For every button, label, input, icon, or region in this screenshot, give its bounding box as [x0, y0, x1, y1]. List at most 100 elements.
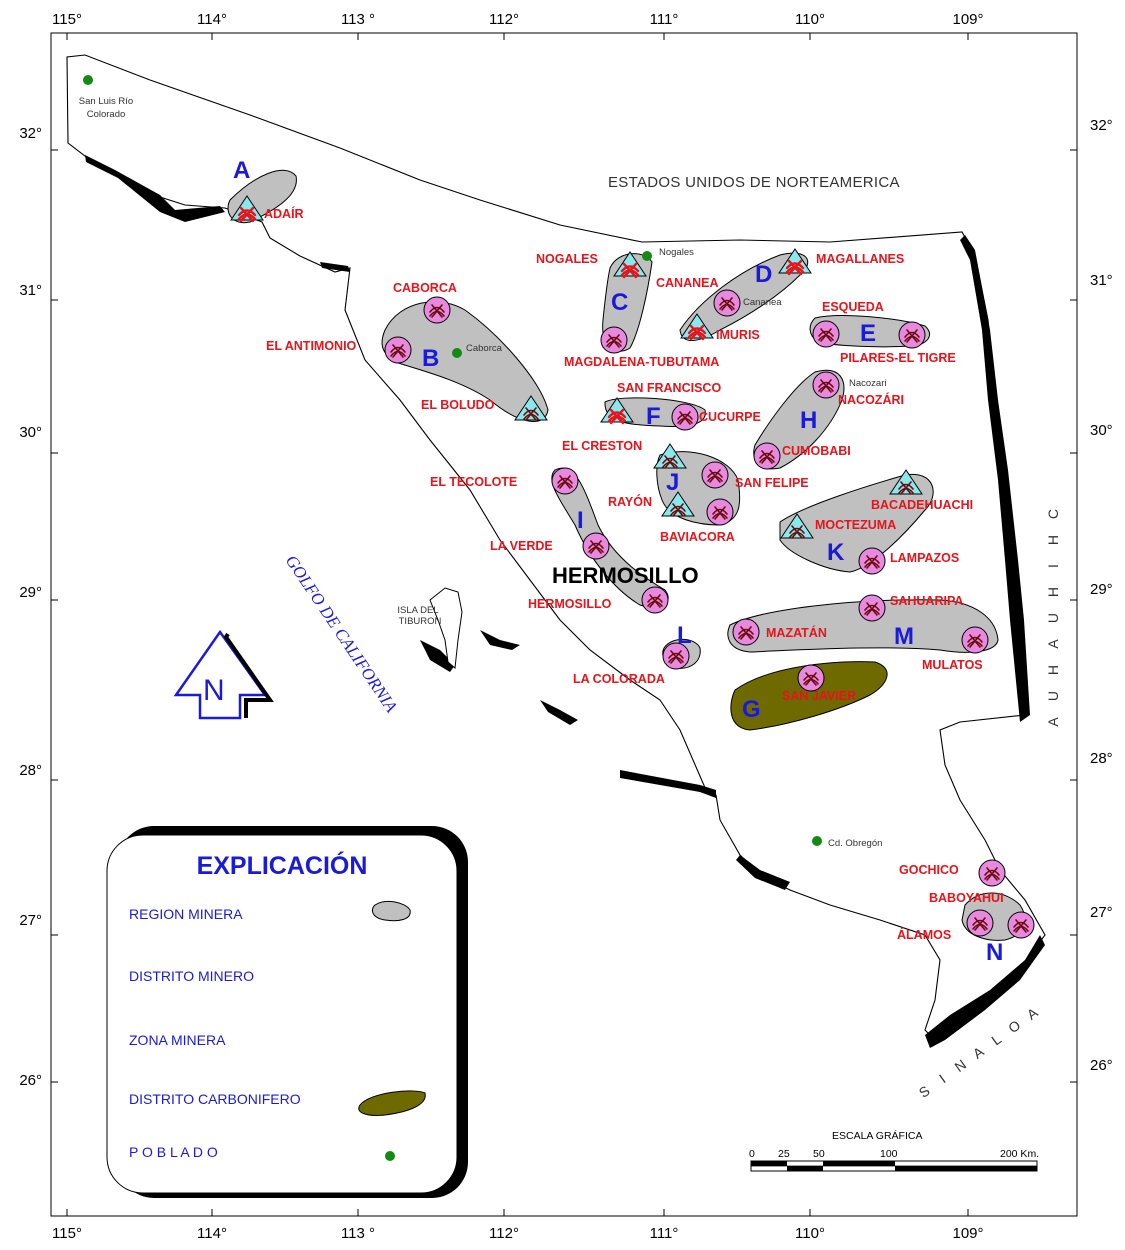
- district-label: SAHUARIPA: [890, 594, 963, 608]
- state-letter: O: [1005, 1016, 1025, 1037]
- mining-district-icon: [813, 372, 839, 398]
- lat-tick: 27°: [19, 912, 42, 929]
- district-label: EL TECOLOTE: [430, 475, 517, 489]
- district-label: MAZATÁN: [766, 625, 827, 640]
- scale-tick: 200 Km.: [1000, 1148, 1039, 1160]
- island-label-2: TIBURON: [399, 616, 442, 627]
- chihuahua-label: CHIHUAHUA: [1045, 507, 1061, 727]
- lat-tick: 27°: [1090, 904, 1113, 921]
- town-label: San Luis Río: [79, 96, 133, 107]
- state-letter: I: [1045, 562, 1061, 568]
- mining-district-icon: [813, 321, 839, 347]
- district-label: SAN FELIPE: [735, 476, 809, 490]
- legend-item-label: P O B L A D O: [129, 1144, 218, 1160]
- town-dot: [452, 348, 462, 358]
- country-label: ESTADOS UNIDOS DE NORTEAMERICA: [608, 174, 900, 191]
- lon-tick: 114°: [197, 11, 227, 28]
- lat-tick: 28°: [19, 762, 42, 779]
- scale-title: ESCALA GRÁFICA: [832, 1129, 922, 1142]
- lon-tick: 114°: [197, 1225, 227, 1242]
- town-label: Cd. Obregón: [828, 838, 882, 849]
- region-letter: G: [742, 696, 761, 723]
- district-label: MAGALLANES: [816, 252, 904, 266]
- capital-label: HERMOSILLO: [552, 563, 699, 588]
- district-label: LA VERDE: [490, 539, 553, 553]
- lon-tick: 112°: [489, 1225, 519, 1242]
- district-label: ADAÍR: [264, 206, 304, 221]
- lat-tick: 28°: [1090, 750, 1113, 767]
- district-label: EL CRESTON: [562, 439, 642, 453]
- mining-district-icon: [702, 462, 728, 488]
- lat-tick: 26°: [1090, 1057, 1113, 1074]
- mining-district-icon: [859, 595, 885, 621]
- town-label: Caborca: [466, 343, 503, 354]
- lat-tick: 30°: [1090, 422, 1113, 439]
- lat-tick: 30°: [19, 424, 42, 441]
- region-letter: I: [577, 507, 584, 534]
- mining-district-icon: [583, 533, 609, 559]
- bottom-longitude-axis: 115° 114° 113 ° 112° 111° 110° 109°: [52, 1225, 983, 1242]
- district-label: BABOYAHUI: [929, 891, 1004, 905]
- district-label: SAN FRANCISCO: [617, 381, 721, 395]
- region-letter: K: [827, 539, 845, 566]
- lat-tick: 32°: [19, 125, 42, 142]
- district-label: BAVIACORA: [660, 530, 735, 544]
- north-arrow: N: [176, 632, 270, 718]
- mining-district-icon: [672, 404, 698, 430]
- district-label: PILARES-EL TIGRE: [840, 351, 956, 365]
- district-label: GOCHICO: [899, 863, 959, 877]
- district-label: EL ANTIMONIO: [266, 339, 357, 353]
- state-letter: A: [1045, 715, 1061, 726]
- region-letter: C: [611, 289, 628, 316]
- district-label: MULATOS: [922, 658, 983, 672]
- district-label: ESQUEDA: [822, 300, 884, 314]
- mining-district-icon: [733, 619, 759, 645]
- region-letter: A: [233, 157, 250, 184]
- north-letter: N: [203, 674, 225, 707]
- mining-district-icon: [798, 665, 824, 691]
- district-label: EL BOLUDO: [421, 398, 495, 412]
- state-letter: L: [988, 1030, 1005, 1049]
- scale-bar: ESCALA GRÁFICA 0 25 50 100 200 Km.: [749, 1129, 1039, 1171]
- state-letter: H: [1045, 533, 1061, 545]
- mining-district-icon: [899, 322, 925, 348]
- town-label: Nacozari: [849, 378, 887, 389]
- state-letter: U: [1045, 611, 1061, 623]
- lon-tick: 109°: [952, 11, 983, 28]
- district-label: CANANEA: [656, 276, 719, 290]
- legend-town-dot: [385, 1151, 395, 1161]
- town-label: Nogales: [659, 247, 694, 258]
- district-label: CUCURPE: [699, 410, 761, 424]
- region-letter: D: [755, 261, 772, 288]
- mining-district-icon: [552, 468, 578, 494]
- state-letter: A: [1024, 1003, 1043, 1023]
- district-label: BACADEHUACHI: [871, 498, 973, 512]
- scale-tick: 50: [813, 1148, 825, 1160]
- state-letter: A: [1045, 637, 1061, 648]
- lat-tick: 32°: [1090, 117, 1113, 134]
- district-label: MAGDALENA-TUBUTAMA: [564, 355, 719, 369]
- district-label: HERMOSILLO: [528, 597, 612, 611]
- lon-tick: 115°: [52, 11, 82, 28]
- scale-tick: 25: [778, 1148, 790, 1160]
- district-label: LAMPAZOS: [890, 551, 959, 565]
- lon-tick: 113 °: [341, 1225, 375, 1242]
- state-letter: H: [1045, 663, 1061, 675]
- region-letter: E: [860, 320, 876, 347]
- mining-district-icon: [385, 337, 411, 363]
- mining-district-icon: [1008, 912, 1034, 938]
- legend-item-label: ZONA MINERA: [129, 1032, 226, 1048]
- state-letter: I: [936, 1070, 950, 1086]
- state-letter: N: [951, 1055, 970, 1075]
- lon-tick: 112°: [489, 11, 519, 28]
- mining-district-icon: [754, 443, 780, 469]
- lat-tick: 29°: [1090, 581, 1113, 598]
- town-label: Colorado: [87, 109, 126, 120]
- district-label: NOGALES: [536, 252, 598, 266]
- mining-district-icon: [642, 587, 668, 613]
- region-letter: M: [894, 623, 914, 650]
- legend-item-label: DISTRITO MINERO: [129, 968, 254, 984]
- left-latitude-axis: 32° 31° 30° 29° 28° 27° 26°: [19, 125, 42, 1089]
- mining-district-icon: [424, 297, 450, 323]
- mining-district-icon: [979, 860, 1005, 886]
